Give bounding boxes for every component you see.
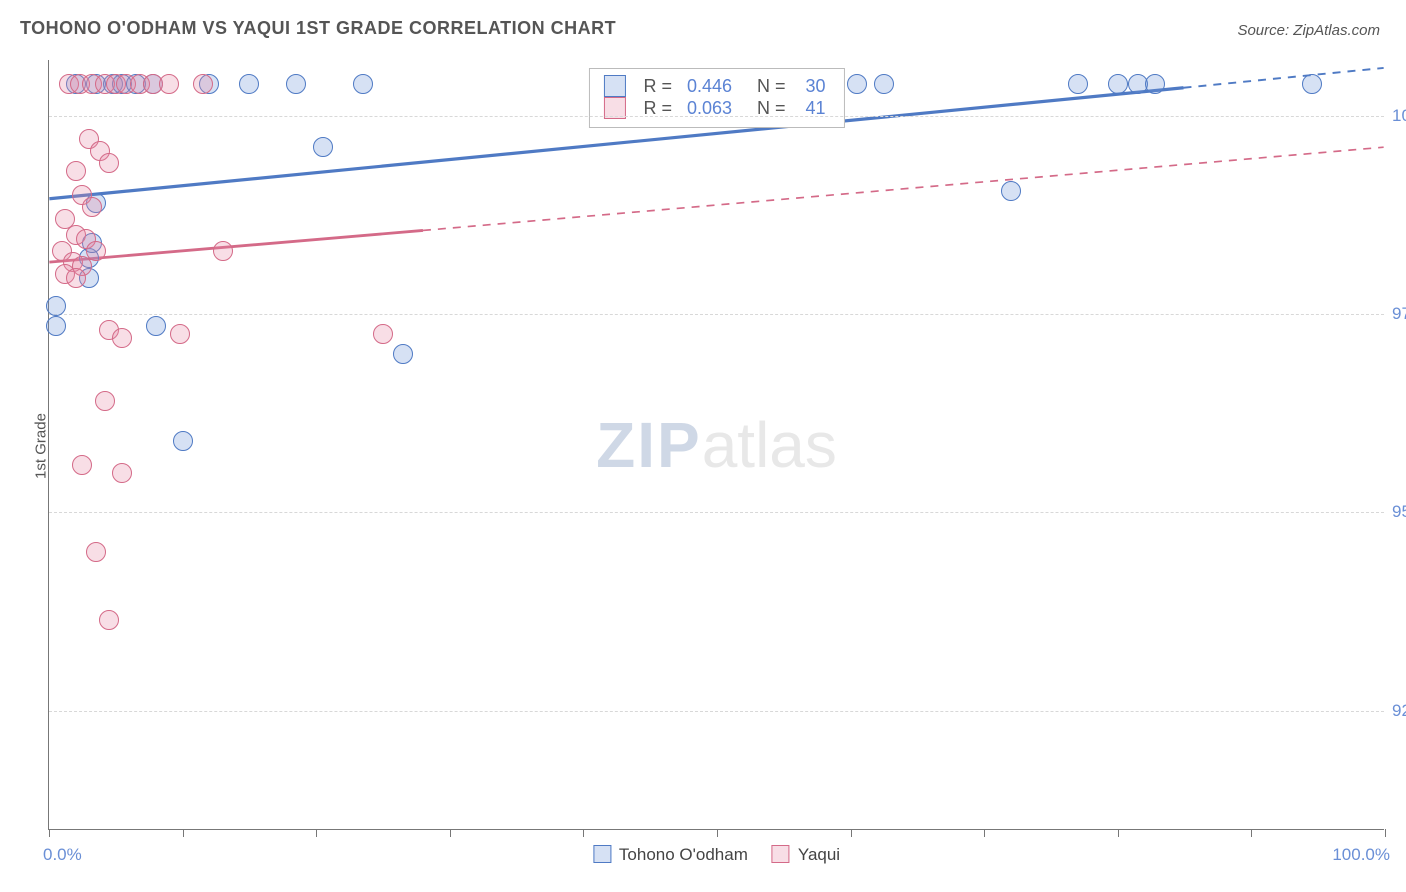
data-point [1145, 74, 1165, 94]
gridline [49, 711, 1384, 712]
x-axis-min-label: 0.0% [43, 845, 82, 865]
data-point [239, 74, 259, 94]
legend-swatch [593, 845, 611, 863]
legend-item: Tohono O'odham [593, 845, 748, 865]
chart-title: TOHONO O'ODHAM VS YAQUI 1ST GRADE CORREL… [20, 18, 616, 39]
legend-item: Yaqui [772, 845, 840, 865]
data-point [1068, 74, 1088, 94]
data-point [393, 344, 413, 364]
data-point [46, 316, 66, 336]
stats-swatch [603, 75, 625, 97]
y-tick-label: 92.5% [1392, 701, 1406, 721]
stats-row: R = 0.446 N = 30 [603, 75, 825, 97]
data-point [112, 328, 132, 348]
trend-line-extrapolated [1183, 68, 1383, 88]
x-tick [450, 829, 451, 837]
gridline [49, 116, 1384, 117]
y-axis-label: 1st Grade [32, 413, 49, 479]
data-point [66, 161, 86, 181]
data-point [99, 610, 119, 630]
x-tick [1251, 829, 1252, 837]
trend-line-extrapolated [423, 147, 1384, 230]
gridline [49, 314, 1384, 315]
data-point [95, 391, 115, 411]
data-point [112, 463, 132, 483]
data-point [313, 137, 333, 157]
x-axis-max-label: 100.0% [1332, 845, 1390, 865]
plot-area: ZIPatlas R = 0.446 N = 30R = 0.063 N = 4… [48, 60, 1384, 830]
x-tick [1385, 829, 1386, 837]
data-point [170, 324, 190, 344]
stats-label: N = [742, 76, 791, 97]
x-tick [583, 829, 584, 837]
stats-legend-box: R = 0.446 N = 30R = 0.063 N = 41 [588, 68, 844, 128]
x-tick [49, 829, 50, 837]
legend-bottom: Tohono O'odham Yaqui [593, 845, 840, 865]
data-point [874, 74, 894, 94]
x-tick [1118, 829, 1119, 837]
gridline [49, 512, 1384, 513]
data-point [286, 74, 306, 94]
data-point [159, 74, 179, 94]
trend-lines [49, 60, 1384, 829]
data-point [99, 153, 119, 173]
data-point [46, 296, 66, 316]
data-point [193, 74, 213, 94]
y-tick-label: 97.5% [1392, 304, 1406, 324]
y-tick-label: 95.0% [1392, 502, 1406, 522]
x-tick [984, 829, 985, 837]
x-tick [851, 829, 852, 837]
stats-label: R = [643, 76, 677, 97]
data-point [1001, 181, 1021, 201]
legend-swatch [772, 845, 790, 863]
data-point [146, 316, 166, 336]
data-point [82, 197, 102, 217]
data-point [1108, 74, 1128, 94]
source-attribution: Source: ZipAtlas.com [1237, 22, 1380, 39]
chart-container: TOHONO O'ODHAM VS YAQUI 1ST GRADE CORREL… [0, 0, 1406, 892]
data-point [86, 542, 106, 562]
x-tick [183, 829, 184, 837]
y-tick-label: 100.0% [1392, 106, 1406, 126]
data-point [847, 74, 867, 94]
stats-r-value: 0.446 [687, 76, 732, 97]
x-tick [316, 829, 317, 837]
data-point [66, 268, 86, 288]
data-point [72, 455, 92, 475]
data-point [373, 324, 393, 344]
trend-line [49, 230, 423, 262]
data-point [353, 74, 373, 94]
stats-n-value: 30 [801, 76, 826, 97]
x-tick [717, 829, 718, 837]
data-point [86, 241, 106, 261]
data-point [173, 431, 193, 451]
data-point [213, 241, 233, 261]
data-point [1302, 74, 1322, 94]
